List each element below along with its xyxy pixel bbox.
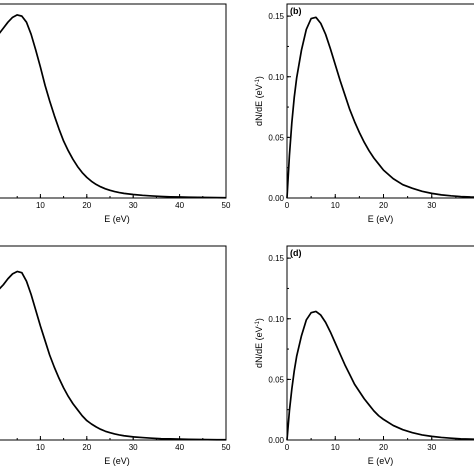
x-axis-label: E (eV) [368, 456, 394, 466]
x-tick-label: 10 [36, 201, 45, 210]
y-tick-label: 0.15 [268, 12, 284, 21]
x-tick-label: 50 [222, 443, 231, 452]
y-axis-label-end: ) [254, 76, 264, 79]
x-axis-label: E (eV) [104, 456, 130, 466]
y-tick-label: 0.00 [268, 436, 284, 445]
y-axis-label-superscript: -1 [255, 320, 261, 326]
y-tick-label: 0.05 [268, 133, 284, 142]
panel-a: 10 20 30 40 50 E (eV) [0, 3, 231, 224]
panel-c: 10 20 30 40 50 E (eV) [0, 245, 231, 466]
plot-frame [0, 245, 227, 441]
x-tick-label: 10 [331, 201, 340, 210]
x-tick-label: 30 [427, 201, 436, 210]
series-line [0, 14, 227, 199]
y-tick-label: 0.00 [268, 194, 284, 203]
x-tick-label: 0 [285, 443, 290, 452]
plot-frame [0, 3, 227, 199]
y-tick-label: 0.10 [268, 73, 284, 82]
x-tick-label: 40 [175, 443, 184, 452]
series-line [286, 310, 474, 441]
x-tick-label: 20 [379, 201, 388, 210]
x-tick-label: 0 [285, 201, 290, 210]
x-tick-label: 30 [427, 443, 436, 452]
x-tick-label: 50 [222, 201, 231, 210]
y-axis-label: dN/dE (eV-1) [254, 318, 264, 368]
x-tick-label: 20 [379, 443, 388, 452]
series-line [0, 270, 226, 441]
y-axis-label-main: dN/dE (eV [254, 84, 264, 126]
plot-frame [286, 245, 474, 441]
y-axis-label-main: dN/dE (eV [254, 326, 264, 368]
y-tick-label: 0.10 [268, 315, 284, 324]
plot-frame [286, 3, 474, 199]
x-axis-label: E (eV) [104, 214, 130, 224]
x-axis-label: E (eV) [368, 214, 394, 224]
x-tick-label: 20 [82, 443, 91, 452]
y-tick-label: 0.05 [268, 375, 284, 384]
y-tick-label: 0.15 [268, 254, 284, 263]
x-tick-label: 30 [129, 201, 138, 210]
panel-d: 0 10 20 30 0.00 0.05 0.10 0.15 E (eV) dN/dE (eV-1… [254, 245, 474, 466]
x-tick-label: 10 [36, 443, 45, 452]
y-axis-label: dN/dE (eV-1) [254, 76, 264, 126]
x-tick-label: 10 [331, 443, 340, 452]
panel-label: (b) [290, 6, 302, 16]
panel-b: 0 10 20 30 0.00 0.05 0.10 0.15 E (eV) dN/dE (eV-1… [254, 3, 474, 224]
series-line [286, 16, 474, 199]
x-tick-label: 20 [82, 201, 91, 210]
y-axis-label-end: ) [254, 318, 264, 321]
y-axis-label-superscript: -1 [255, 78, 261, 84]
panel-label: (d) [290, 248, 302, 258]
x-tick-label: 40 [175, 201, 184, 210]
x-tick-label: 30 [129, 443, 138, 452]
